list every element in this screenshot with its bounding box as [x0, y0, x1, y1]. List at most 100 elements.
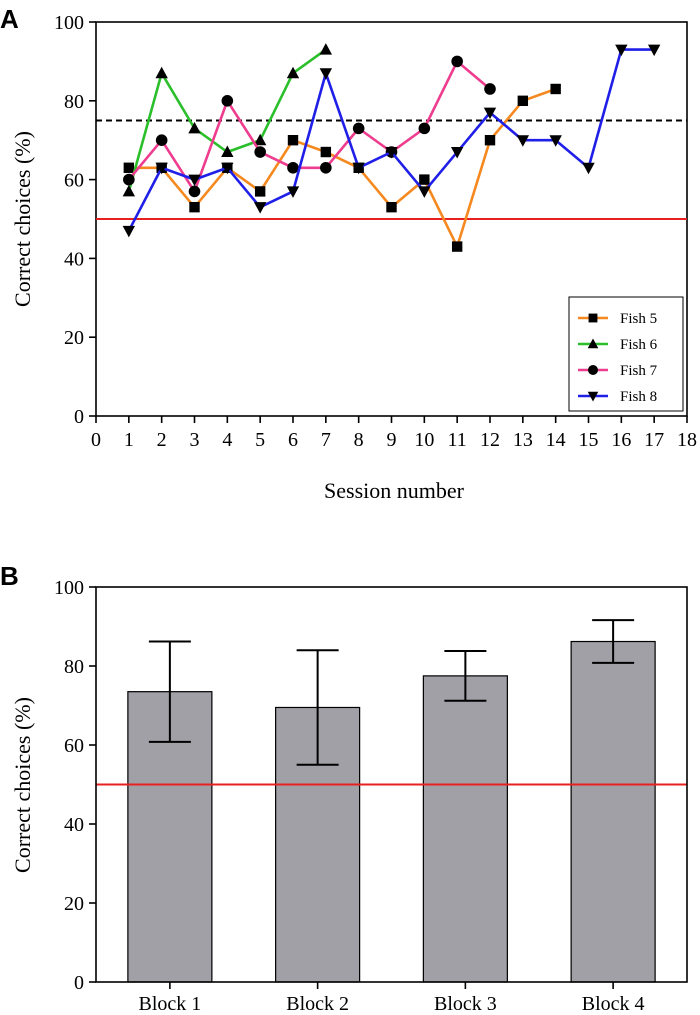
panel-b-y-tick-label: 0 — [74, 972, 84, 994]
panel-a-x-tick-label: 15 — [579, 429, 599, 451]
legend-fish-5-marker — [588, 313, 598, 323]
panel-a-x-tick-label: 4 — [222, 429, 232, 451]
fish-8-point — [647, 44, 661, 57]
fish-8-point — [122, 225, 136, 238]
panel-a-y-tick-label: 20 — [64, 327, 84, 349]
fish-7-point — [155, 134, 168, 146]
fish-6-point — [155, 66, 168, 79]
panel-a-y-tick-label: 0 — [74, 406, 84, 428]
panel-a-x-tick-label: 6 — [288, 429, 298, 451]
panel-a-x-tick-label: 1 — [124, 429, 134, 451]
panel-b-y-tick-label: 80 — [64, 656, 84, 678]
panel-a-series — [122, 43, 661, 252]
panel-b: B 0 20 40 60 80 100 Block 1 Block 2 Block 3 Block… — [0, 561, 688, 1015]
fish-6-point — [253, 133, 267, 146]
panel-b-y-tick-label: 60 — [64, 735, 84, 757]
fish-8-point — [418, 186, 431, 198]
legend-fish-7-label: Fish 7 — [620, 363, 658, 379]
fish-8-point — [221, 162, 234, 175]
panel-b-y-tick-label: 100 — [54, 577, 84, 599]
fish-6-point — [122, 184, 136, 197]
panel-a-y-tick-label: 60 — [64, 170, 84, 192]
panel-a-legend: Fish 5 Fish 6 Fish 7 Fish 8 — [568, 296, 684, 412]
fish-7-line — [127, 60, 491, 193]
panel-b-plot-frame — [95, 586, 688, 983]
legend-fish-7-marker — [588, 365, 598, 375]
fish-7-point — [352, 122, 365, 135]
fish-5-point — [386, 201, 397, 213]
fish-8-point — [615, 44, 628, 57]
fish-5-point — [484, 135, 496, 146]
fish-8-point — [352, 162, 365, 175]
panel-a-x-tick-label: 2 — [157, 429, 167, 451]
panel-b-x-tick-label: Block 4 — [582, 993, 645, 1015]
fish-8-point — [188, 174, 201, 187]
fish-5-point — [419, 174, 430, 185]
panel-b-bars — [127, 640, 656, 983]
fish-5-line — [128, 87, 557, 248]
fish-6-point — [188, 121, 201, 134]
fish-5-point — [517, 95, 529, 106]
panel-a-x-tick-label: 13 — [513, 429, 533, 451]
panel-b-y-axis-title: Correct choices (%) — [10, 697, 35, 873]
panel-a-x-tick-label: 12 — [480, 429, 500, 451]
panel-b-axes: 0 20 40 60 80 100 Block 1 Block 2 Block 3 Block 4 — [54, 577, 688, 1015]
legend-fish-6-label: Fish 6 — [620, 337, 658, 353]
fish-6-point — [221, 145, 234, 158]
legend-fish-8-marker — [587, 391, 599, 402]
panel-b-x-tick-label: Block 3 — [434, 993, 497, 1015]
panel-a-label: A — [0, 4, 19, 34]
fish-5-point — [254, 186, 266, 197]
fish-8-point — [549, 135, 562, 147]
fish-8-point — [483, 107, 497, 120]
legend-fish-5-label: Fish 5 — [620, 311, 657, 327]
legend-fish-8-label: Fish 8 — [620, 389, 657, 405]
panel-a-y-tick-label: 100 — [54, 12, 84, 34]
fish-7-point — [123, 173, 135, 186]
panel-a-x-tick-label: 9 — [387, 429, 397, 451]
panel-a-x-axis-title: Session number — [324, 478, 465, 503]
panel-a-x-tick-label: 11 — [448, 429, 467, 451]
fish-8-point — [385, 147, 398, 159]
fish-5-point — [550, 83, 561, 95]
panel-a-x-tick-label: 14 — [546, 429, 566, 451]
fish-8-point — [319, 68, 333, 80]
fish-7-point — [287, 161, 299, 174]
panel-a-x-tick-label: 17 — [644, 429, 664, 451]
fish-7-point — [320, 161, 332, 174]
panel-b-y-tick-label: 20 — [64, 893, 84, 915]
panel-a-x-tick-label: 10 — [414, 429, 434, 451]
fish-5-point — [287, 135, 299, 146]
fish-8-point — [155, 162, 168, 175]
fish-7-point — [221, 95, 234, 107]
panel-a-x-tick-label: 18 — [677, 429, 697, 451]
panel-a-y-tick-label: 40 — [64, 248, 84, 270]
fish-5-point — [320, 146, 332, 158]
fish-6-point — [319, 43, 333, 55]
fish-8-point — [253, 202, 267, 214]
panel-a-y-axis-title: Correct choices (%) — [10, 131, 35, 307]
panel-b-label: B — [0, 561, 19, 591]
bar-block-4 — [570, 640, 656, 983]
fish-8-point — [582, 162, 595, 175]
panel-a-x-tick-label: 8 — [354, 429, 364, 451]
panel-a-y-tick-label: 80 — [64, 91, 84, 113]
fish-7-point — [254, 146, 266, 158]
panel-b-x-tick-label: Block 1 — [138, 993, 201, 1015]
fish-7-point — [484, 83, 496, 95]
fish-7-point — [451, 55, 463, 68]
panel-b-x-tick-label: Block 2 — [286, 993, 349, 1015]
panel-a-x-tick-label: 0 — [91, 429, 101, 451]
panel-a-x-tick-label: 3 — [190, 429, 200, 451]
panel-b-error-bars — [148, 619, 635, 766]
panel-a-x-tick-label: 7 — [321, 429, 331, 451]
fish-7-point — [418, 122, 431, 135]
legend-fish-6-marker — [587, 338, 599, 349]
fish-7-point — [188, 185, 201, 198]
panel-a-x-tick-label: 16 — [611, 429, 631, 451]
fish-5-point — [189, 201, 200, 213]
fish-6-point — [286, 66, 300, 79]
